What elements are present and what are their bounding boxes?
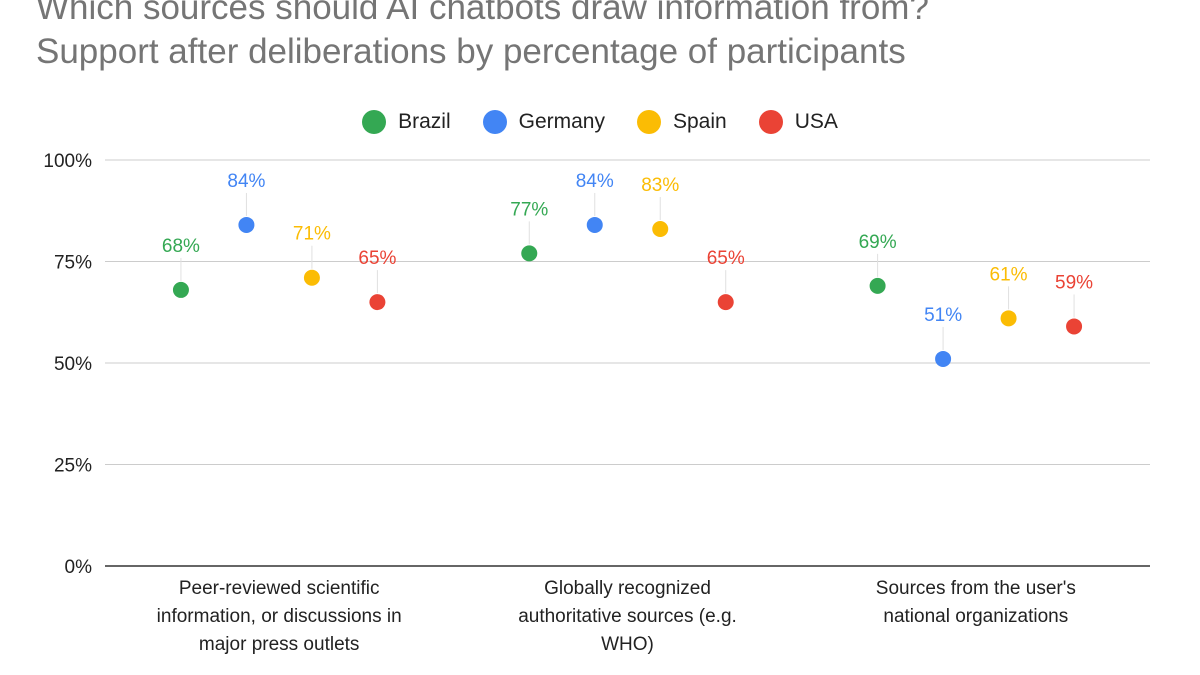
legend-marker-usa [758, 110, 783, 134]
y-tick-label: 0% [65, 557, 93, 578]
legend-marker-brazil [362, 110, 387, 134]
y-tick-label: 50% [54, 354, 92, 375]
x-category-label: information, or discussions in [157, 606, 402, 627]
data-point-germany [586, 216, 603, 233]
legend-label-germany: Germany [518, 110, 605, 133]
data-label-spain: 83% [641, 175, 679, 196]
data-label-spain: 61% [990, 264, 1028, 285]
data-point-usa [369, 294, 386, 311]
x-category-label: Globally recognized [544, 578, 711, 599]
x-category-label: Sources from the user's [876, 578, 1076, 599]
chart-subtitle: Support after deliberations by percentag… [36, 32, 906, 71]
legend-item-spain[interactable]: Spain [636, 110, 727, 134]
legend-item-usa[interactable]: USA [758, 110, 838, 134]
data-point-germany [935, 350, 952, 367]
legend-item-brazil[interactable]: Brazil [362, 110, 451, 134]
legend-item-germany[interactable]: Germany [482, 110, 605, 134]
data-label-germany: 84% [576, 171, 614, 192]
y-tick-label: 100% [43, 151, 92, 172]
data-label-usa: 59% [1055, 272, 1093, 293]
legend-label-usa: USA [794, 110, 838, 133]
data-point-spain [652, 221, 669, 238]
data-point-germany [238, 216, 255, 233]
data-label-usa: 65% [707, 248, 745, 269]
chart-title-block: Which sources should AI chatbots draw in… [36, 0, 1176, 74]
data-point-usa [717, 294, 734, 311]
data-label-brazil: 77% [510, 199, 548, 220]
data-point-brazil [869, 277, 886, 294]
data-label-brazil: 69% [859, 232, 897, 253]
data-label-spain: 71% [293, 224, 331, 245]
chart-title: Which sources should AI chatbots draw in… [36, 0, 929, 27]
x-category-label: authoritative sources (e.g. [518, 606, 737, 627]
y-tick-label: 25% [54, 456, 92, 477]
x-category-label: major press outlets [199, 634, 360, 655]
data-point-spain [303, 269, 320, 286]
y-tick-label: 75% [54, 253, 92, 274]
data-label-usa: 65% [358, 248, 396, 269]
data-point-usa [1066, 318, 1083, 335]
data-point-spain [1000, 310, 1017, 327]
data-label-brazil: 68% [162, 236, 200, 257]
legend-label-spain: Spain [672, 110, 727, 133]
data-label-germany: 51% [924, 305, 962, 326]
data-point-brazil [521, 245, 538, 262]
legend-marker-spain [636, 110, 661, 134]
x-category-label: Peer-reviewed scientific [179, 578, 380, 599]
legend-marker-germany [482, 110, 507, 134]
data-point-brazil [172, 281, 189, 298]
legend-label-brazil: Brazil [398, 110, 451, 133]
x-category-label: WHO) [601, 634, 654, 655]
data-label-germany: 84% [227, 171, 265, 192]
chart-legend: Brazil Germany Spain USA [0, 104, 1200, 140]
x-category-label: national organizations [883, 606, 1068, 627]
